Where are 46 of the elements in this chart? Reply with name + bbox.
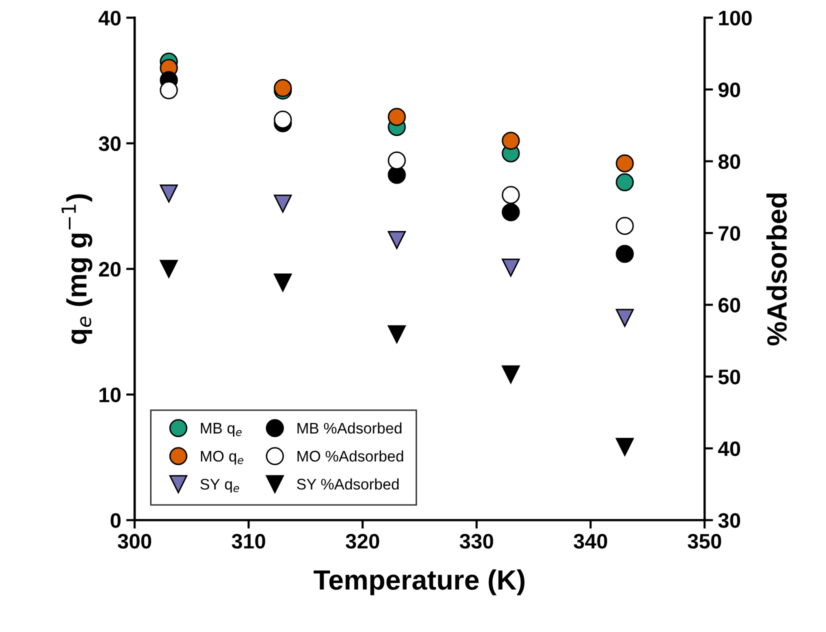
legend-label: SY %Adsorbed [296, 478, 399, 490]
y2-tick-label: 60 [718, 298, 740, 313]
y2-tick-label: 30 [718, 513, 740, 528]
x-tick-label: 300 [118, 534, 152, 549]
x-tick-label: 340 [574, 534, 608, 549]
y-tick-label: 0 [110, 513, 121, 528]
point [274, 110, 292, 129]
point [160, 184, 178, 203]
point [502, 258, 520, 277]
y-axis-title: q$_{e}$ (mg g$^{−1}$) [62, 194, 92, 344]
y-tick-label: 20 [98, 262, 121, 277]
y-tick-label: 10 [100, 388, 121, 402]
point [160, 260, 178, 278]
x-axis-title: Temperature (K) [314, 569, 524, 596]
y2-tick-label: 90 [718, 82, 740, 98]
point [616, 438, 634, 456]
y2-tick-label: 100 [719, 10, 752, 26]
x-tick-label: 320 [346, 534, 380, 549]
legend-label: MO q$_{e}$ [200, 450, 244, 465]
legend-label: MB q$_{e}$ [200, 422, 242, 437]
point [616, 308, 634, 327]
point [502, 365, 520, 384]
y2-tick-label: 50 [718, 370, 740, 384]
point [616, 173, 634, 192]
point [274, 274, 292, 292]
point [388, 325, 406, 344]
point [502, 132, 520, 150]
x-tick-label: 310 [232, 534, 266, 549]
point [616, 244, 634, 263]
y-tick-label: 30 [98, 136, 121, 152]
legend-label: MB %Adsorbed [298, 422, 402, 434]
point [616, 154, 634, 172]
x-tick-label: 350 [688, 534, 722, 549]
point [388, 230, 406, 250]
x-tick-label: 330 [460, 534, 494, 549]
point [160, 81, 178, 100]
point [274, 194, 292, 213]
y-tick-label: 40 [98, 10, 121, 26]
y2-tick-label: 80 [718, 154, 740, 170]
point [502, 203, 520, 222]
point [388, 108, 406, 126]
y2-tick-label: 70 [718, 226, 740, 241]
y2-tick-label: 40 [718, 441, 740, 456]
y2-axis-title: %Adsorbed [766, 194, 787, 346]
legend-label: MO %Adsorbed [298, 450, 404, 462]
legend-label: SY q$_{e}$ [200, 478, 240, 493]
